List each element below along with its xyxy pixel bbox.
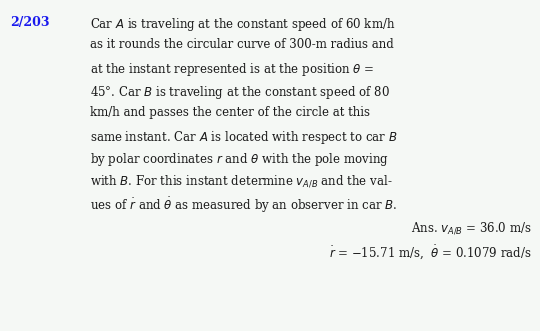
- Text: $\dot{r}$ = −15.71 m/s,  $\dot{\theta}$ = 0.1079 rad/s: $\dot{r}$ = −15.71 m/s, $\dot{\theta}$ =…: [329, 243, 532, 261]
- Text: 45°. Car $B$ is traveling at the constant speed of 80: 45°. Car $B$ is traveling at the constan…: [90, 83, 390, 101]
- Text: Ans. $v_{A/B}$ = 36.0 m/s: Ans. $v_{A/B}$ = 36.0 m/s: [411, 220, 532, 236]
- Text: km/h and passes the center of the circle at this: km/h and passes the center of the circle…: [90, 106, 370, 119]
- Text: at the instant represented is at the position $\theta$ =: at the instant represented is at the pos…: [90, 61, 374, 78]
- Text: 2/203: 2/203: [10, 16, 50, 29]
- Text: Car $A$ is traveling at the constant speed of 60 km/h: Car $A$ is traveling at the constant spe…: [90, 16, 395, 33]
- Text: same instant. Car $A$ is located with respect to car $B$: same instant. Car $A$ is located with re…: [90, 128, 397, 146]
- Text: ues of $\dot{r}$ and $\dot{\theta}$ as measured by an observer in car $B$.: ues of $\dot{r}$ and $\dot{\theta}$ as m…: [90, 196, 397, 215]
- Text: as it rounds the circular curve of 300-m radius and: as it rounds the circular curve of 300-m…: [90, 38, 394, 52]
- Text: with $B$. For this instant determine $v_{A/B}$ and the val-: with $B$. For this instant determine $v_…: [90, 173, 393, 189]
- Text: by polar coordinates $r$ and $\theta$ with the pole moving: by polar coordinates $r$ and $\theta$ wi…: [90, 151, 389, 168]
